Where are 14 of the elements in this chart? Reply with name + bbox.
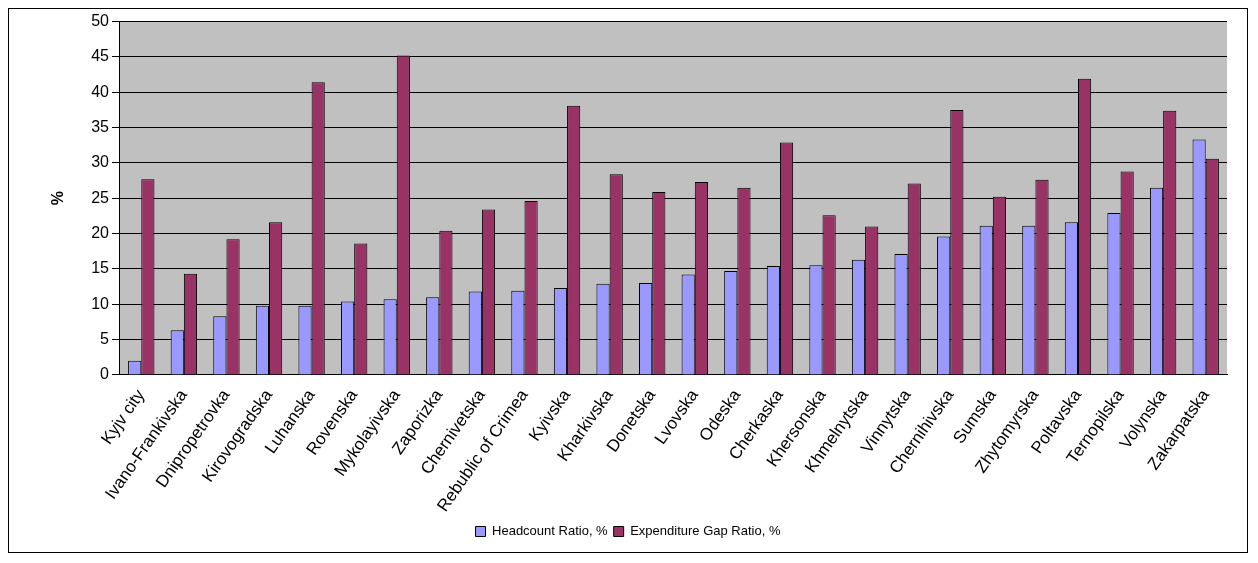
y-tick-label: 5 [100, 329, 110, 347]
y-tick-label: 15 [91, 259, 110, 277]
y-tick-label: 45 [91, 47, 110, 65]
y-tick-label: 0 [100, 365, 110, 383]
y-tick-label: 20 [91, 223, 110, 241]
y-tick-label: 50 [91, 12, 110, 30]
y-tick-label: 30 [91, 153, 110, 171]
y-tick-label: 10 [91, 294, 110, 312]
y-tick-label: 40 [91, 82, 110, 100]
y-tick-label: 35 [91, 117, 110, 135]
legend-label: Headcount Ratio, % [492, 523, 609, 539]
y-axis-title: % [49, 191, 67, 206]
y-tick-label: 25 [91, 188, 110, 206]
legend-label: Expenditure Gap Ratio, % [630, 523, 781, 539]
